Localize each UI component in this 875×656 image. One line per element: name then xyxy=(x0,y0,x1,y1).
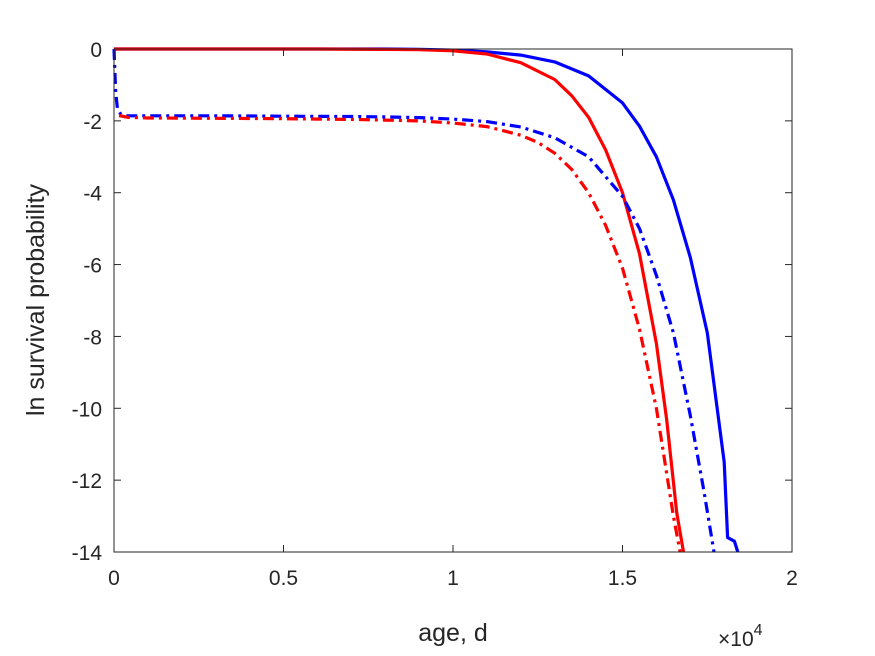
series-line-2 xyxy=(112,48,716,553)
x-tick-label: 1.5 xyxy=(608,567,637,590)
y-tick-label: -10 xyxy=(72,398,102,421)
label-layer: 0 0.5 1 1.5 2 0 -2 -4 -6 -8 -10 -12 -14 xyxy=(72,39,798,590)
series-line-3 xyxy=(118,113,682,553)
y-tick-label: -4 xyxy=(83,183,102,206)
y-tick-label: 0 xyxy=(90,39,102,62)
y-tick-label: -2 xyxy=(83,111,102,134)
y-tick-label: -6 xyxy=(83,255,102,278)
plot-area xyxy=(114,49,792,552)
y-tick-label: -8 xyxy=(83,326,102,349)
x-multiplier-exponent: 4 xyxy=(754,622,763,639)
x-tick-label: 2 xyxy=(786,567,798,590)
x-tick-label: 1 xyxy=(447,567,459,590)
x-tick-label: 0.5 xyxy=(269,567,298,590)
x-tick-label: 0 xyxy=(108,567,120,590)
y-tick-label: -14 xyxy=(72,542,103,565)
y-axis-label: ln survival probability xyxy=(22,183,50,416)
x-multiplier: ×104 xyxy=(718,622,763,651)
tick-layer xyxy=(113,48,793,553)
x-multiplier-base: ×10 xyxy=(718,628,754,651)
y-tick-label: -12 xyxy=(72,470,102,493)
x-axis-label: age, d xyxy=(418,619,488,647)
